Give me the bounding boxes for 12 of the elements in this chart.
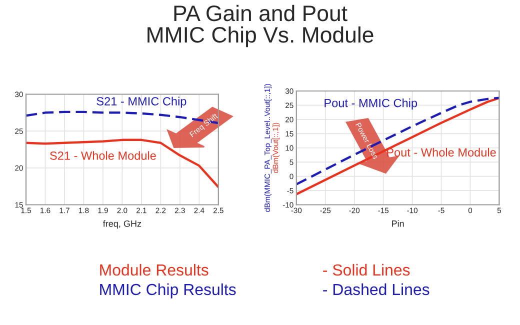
- series-label: S21 - Whole Module: [50, 151, 156, 160]
- text: Module Results: [100, 264, 208, 276]
- series-label: S21 - MMIC Chip: [96, 96, 186, 108]
- series-label: Pout - MMIC Chip: [324, 98, 418, 110]
- text: MMIC Chip Results: [100, 283, 236, 298]
- line-series: [26, 138, 218, 188]
- x-axis-title: freq, GHz: [103, 220, 142, 229]
- x-axis-title: Pin: [392, 220, 404, 227]
- text: - Dashed Lines: [323, 283, 430, 296]
- text: - Solid Lines: [323, 264, 410, 276]
- chart-title: PA Gain and Pout MMIC Chip Vs. Module: [148, 4, 374, 48]
- line-series: [26, 110, 218, 124]
